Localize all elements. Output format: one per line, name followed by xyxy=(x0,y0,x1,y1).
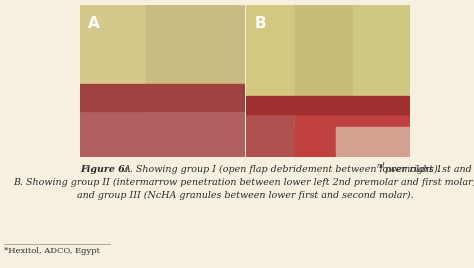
Bar xyxy=(80,84,245,111)
Text: Figure 6:: Figure 6: xyxy=(80,165,131,174)
Text: *Hexitol, ADCO, Egypt: *Hexitol, ADCO, Egypt xyxy=(4,247,100,255)
Bar xyxy=(353,5,410,119)
Bar xyxy=(295,5,361,126)
Bar xyxy=(80,89,245,157)
Bar xyxy=(246,5,303,111)
Text: B: B xyxy=(254,16,266,31)
Text: A: A xyxy=(88,16,100,31)
Text: A. Showing group I (open flap debridement between lower right 1st and 2: A. Showing group I (open flap debridemen… xyxy=(124,165,474,174)
Text: B. Showing group II (intermarrow penetration between lower left 2nd premolar and: B. Showing group II (intermarrow penetra… xyxy=(13,178,474,187)
Text: and group III (NcHA granules between lower first and second molar).: and group III (NcHA granules between low… xyxy=(77,191,413,200)
Bar xyxy=(246,96,410,114)
Bar xyxy=(336,126,410,157)
Text: premolars).: premolars). xyxy=(382,165,441,174)
Bar xyxy=(146,5,245,111)
Text: nd: nd xyxy=(376,162,384,170)
Bar xyxy=(246,89,410,157)
Bar xyxy=(80,5,171,104)
Bar xyxy=(295,111,410,157)
